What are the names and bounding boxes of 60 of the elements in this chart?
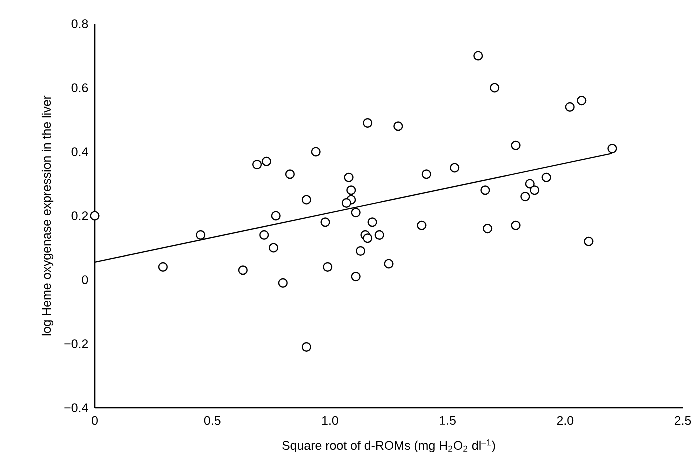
y-tick-label: −0.4	[64, 404, 88, 412]
point	[565, 102, 575, 112]
point	[422, 170, 432, 180]
x-tick-label: 0	[92, 416, 98, 426]
point	[278, 278, 288, 288]
point	[368, 218, 378, 228]
x-tick-label: 2.5	[674, 416, 691, 426]
point	[490, 83, 500, 93]
point	[346, 186, 356, 196]
point	[363, 234, 373, 244]
point	[158, 262, 168, 272]
point	[285, 170, 295, 180]
y-tick-label: 0	[82, 276, 88, 284]
point	[417, 220, 427, 230]
point	[520, 192, 530, 202]
point	[511, 140, 521, 150]
y-axis-title: log Heme oxygenase expression in the liver	[42, 96, 54, 336]
point	[238, 266, 248, 276]
point	[271, 211, 281, 221]
point	[344, 172, 354, 182]
point	[356, 246, 366, 256]
point	[450, 163, 460, 173]
x-tick-label: 0.5	[204, 416, 221, 426]
point	[311, 147, 321, 157]
point	[394, 122, 404, 132]
point	[584, 236, 594, 246]
point	[351, 208, 361, 218]
point	[525, 179, 535, 189]
point	[542, 172, 552, 182]
point	[384, 259, 394, 269]
y-tick-label: 0.6	[72, 84, 88, 92]
point	[474, 51, 484, 61]
point	[530, 186, 540, 196]
point	[363, 118, 373, 128]
point	[90, 211, 100, 221]
y-tick-label: −0.2	[64, 340, 88, 348]
y-tick-label: 0.8	[72, 20, 88, 28]
point	[342, 198, 352, 208]
y-tick-label: 0.4	[72, 148, 88, 156]
point	[323, 262, 333, 272]
point	[320, 218, 330, 228]
point	[302, 342, 312, 352]
point	[374, 230, 384, 240]
point	[351, 272, 361, 282]
point	[302, 195, 312, 205]
x-tick-label: 1.0	[322, 416, 338, 426]
y-tick-label: 0.2	[72, 212, 88, 220]
point	[577, 96, 587, 106]
point	[480, 186, 490, 196]
point	[252, 160, 262, 170]
x-axis-title: Square root of d-ROMs (mg H$_{2}$O$_{2}$ dl$^{–1}$)	[282, 440, 496, 453]
point	[511, 220, 521, 230]
x-tick-label: 2.0	[557, 416, 574, 426]
point	[196, 230, 206, 240]
point	[608, 144, 618, 154]
x-tick-label: 1.5	[440, 416, 456, 426]
point	[268, 243, 279, 253]
point	[262, 156, 272, 166]
point	[260, 230, 270, 240]
point	[483, 224, 493, 234]
